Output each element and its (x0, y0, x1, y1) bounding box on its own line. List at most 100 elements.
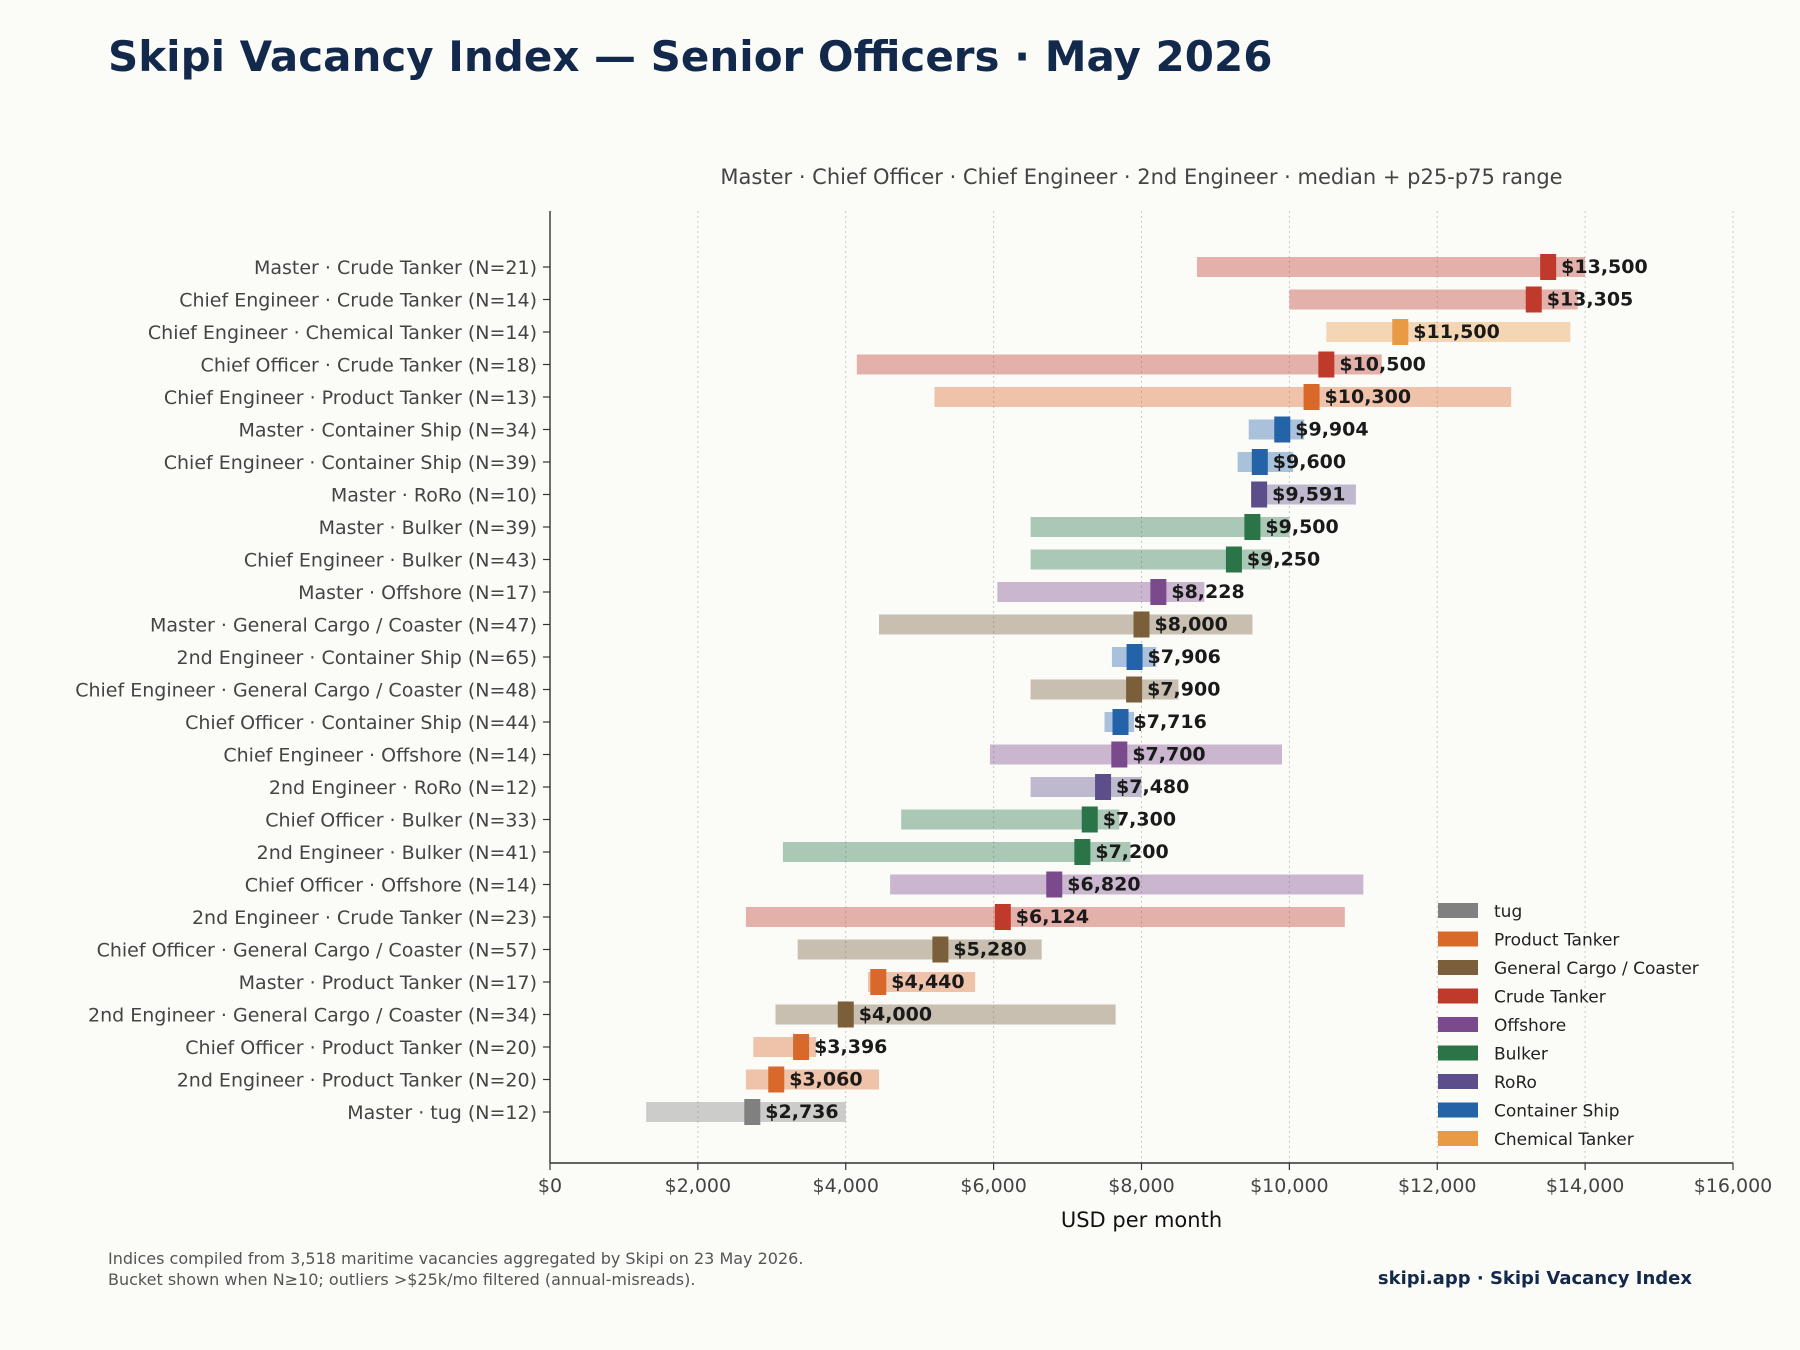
median-marker (837, 1001, 854, 1028)
x-tick-label: $10,000 (1250, 1175, 1329, 1197)
median-marker (1046, 871, 1063, 898)
median-marker (1150, 579, 1167, 605)
legend-label: Chemical Tanker (1494, 1130, 1634, 1150)
range-bar (890, 874, 1364, 895)
row-label: Chief Officer · Crude Tanker (N=18) (201, 355, 537, 377)
row-label: Chief Engineer · Bulker (N=43) (244, 550, 537, 572)
row-label: Master · RoRo (N=10) (331, 485, 537, 507)
row-label: Chief Officer · Product Tanker (N=20) (185, 1037, 537, 1059)
row-label: Chief Officer · General Cargo / Coaster … (97, 940, 537, 962)
range-bar (1256, 484, 1356, 505)
range-bar (1196, 257, 1586, 277)
row-label: Master · Offshore (N=17) (298, 582, 537, 604)
median-label: $7,716 (1134, 711, 1207, 733)
footnote: Indices compiled from 3,518 maritime vac… (108, 1248, 803, 1290)
median-label: $10,300 (1325, 386, 1412, 408)
median-label: $9,500 (1265, 516, 1338, 538)
median-label: $8,000 (1155, 614, 1228, 636)
legend-swatch (1438, 960, 1478, 975)
footnote-line-1: Indices compiled from 3,518 maritime vac… (108, 1249, 804, 1268)
row-label: 2nd Engineer · Crude Tanker (N=23) (192, 907, 537, 929)
row-label: 2nd Engineer · General Cargo / Coaster (… (88, 1005, 537, 1027)
range-bar (1326, 322, 1571, 342)
row-label: 2nd Engineer · Product Tanker (N=20) (177, 1070, 537, 1092)
median-label: $7,700 (1132, 744, 1205, 766)
x-tick-label: $2,000 (665, 1175, 731, 1197)
row-label: Chief Engineer · Chemical Tanker (N=14) (148, 322, 537, 344)
median-label: $9,591 (1272, 484, 1345, 506)
x-tick-label: $12,000 (1398, 1175, 1477, 1197)
range-bar (1289, 289, 1578, 310)
legend-label: Container Ship (1494, 1102, 1620, 1122)
median-label: $10,500 (1339, 354, 1426, 376)
median-label: $8,228 (1171, 581, 1244, 603)
legend-label: RoRo (1494, 1073, 1537, 1093)
median-label: $7,200 (1095, 841, 1168, 863)
x-tick-label: $14,000 (1546, 1175, 1625, 1197)
median-label: $9,250 (1247, 549, 1320, 571)
median-marker (1274, 416, 1291, 443)
median-marker (1525, 286, 1542, 313)
median-label: $9,600 (1273, 451, 1346, 473)
x-tick-label: $6,000 (960, 1175, 1026, 1197)
median-marker (1095, 774, 1112, 800)
median-marker (1303, 384, 1320, 410)
median-marker (1126, 676, 1143, 703)
median-label: $3,060 (789, 1069, 862, 1091)
median-label: $6,124 (1016, 906, 1089, 928)
median-marker (1074, 839, 1091, 865)
legend-swatch (1438, 988, 1478, 1004)
row-label: Chief Engineer · Crude Tanker (N=14) (179, 290, 537, 312)
legend-label: Offshore (1494, 1016, 1566, 1036)
range-bar (797, 939, 1042, 960)
median-label: $13,500 (1561, 256, 1648, 278)
row-label: Master · tug (N=12) (347, 1102, 537, 1124)
row-label: Master · Container Ship (N=34) (238, 420, 537, 442)
legend-swatch (1438, 931, 1478, 947)
range-bar (1030, 549, 1271, 570)
x-tick-label: $0 (538, 1175, 562, 1197)
x-tick-label: $16,000 (1694, 1175, 1773, 1197)
row-label: Master · Product Tanker (N=17) (239, 972, 537, 994)
median-marker (1251, 449, 1268, 475)
row-label: 2nd Engineer · Container Ship (N=65) (177, 647, 537, 669)
median-label: $4,000 (859, 1004, 932, 1026)
range-bar (879, 614, 1253, 635)
legend-label: Bulker (1494, 1045, 1548, 1065)
row-label: Chief Engineer · Offshore (N=14) (223, 745, 537, 767)
row-label: Chief Officer · Container Ship (N=44) (185, 712, 537, 734)
legend-label: Crude Tanker (1494, 988, 1606, 1008)
row-label: 2nd Engineer · Bulker (N=41) (257, 842, 537, 864)
legend-swatch (1438, 1131, 1478, 1146)
x-axis-title: USD per month (1061, 1208, 1222, 1232)
range-bar (934, 387, 1512, 407)
median-label: $7,300 (1103, 809, 1176, 831)
row-label: 2nd Engineer · RoRo (N=12) (269, 777, 537, 799)
legend-swatch (1438, 1017, 1478, 1032)
median-marker (870, 969, 887, 995)
median-marker (994, 904, 1011, 930)
median-label: $7,480 (1116, 776, 1189, 798)
median-label: $13,305 (1547, 289, 1634, 311)
median-marker (1081, 806, 1098, 833)
median-marker (768, 1066, 785, 1093)
median-label: $4,440 (891, 971, 964, 993)
median-marker (1244, 514, 1261, 540)
median-label: $5,280 (953, 939, 1026, 961)
footnote-line-2: Bucket shown when N≥10; outliers >$25k/m… (108, 1270, 696, 1289)
median-label: $9,904 (1295, 419, 1368, 441)
chart-title: Skipi Vacancy Index — Senior Officers · … (108, 32, 1273, 81)
median-marker (1318, 351, 1335, 378)
median-marker (1111, 741, 1128, 768)
range-bar (1030, 777, 1142, 797)
row-label: Chief Officer · Offshore (N=14) (245, 875, 537, 897)
median-marker (1112, 709, 1129, 735)
range-bar (856, 354, 1382, 375)
range-bar (989, 744, 1282, 765)
median-label: $2,736 (765, 1101, 838, 1123)
legend-swatch (1438, 1102, 1478, 1118)
row-label: Chief Engineer · Container Ship (N=39) (164, 452, 537, 474)
median-label: $7,906 (1148, 646, 1221, 668)
range-bar (775, 1004, 1116, 1025)
legend-label: Product Tanker (1494, 931, 1619, 951)
